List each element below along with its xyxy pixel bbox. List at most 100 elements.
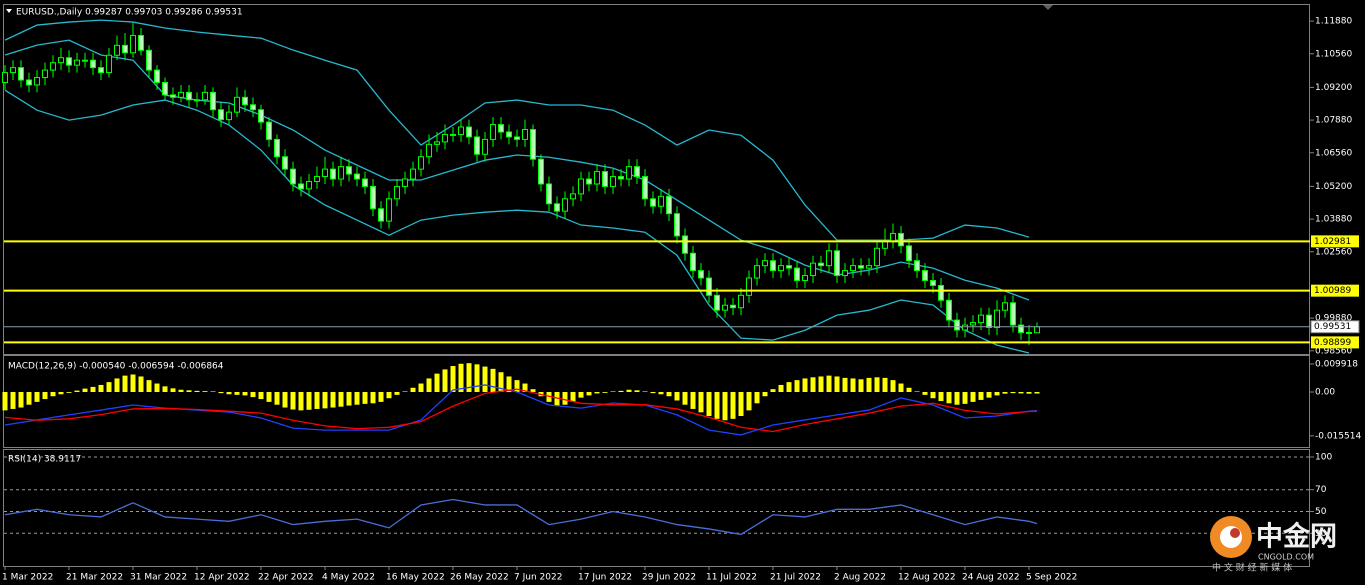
candle-body (186, 91, 192, 101)
candle-body (962, 324, 968, 331)
candle-body (58, 57, 64, 64)
x-tick-label: 12 Apr 2022 (194, 573, 250, 583)
histogram-bar (602, 391, 608, 393)
histogram-bar (610, 391, 616, 392)
candle-body (1026, 331, 1032, 334)
x-tick-label: 12 Aug 2022 (898, 573, 956, 583)
histogram-bar (882, 377, 888, 392)
histogram-bar (106, 382, 112, 392)
candle-body (618, 176, 624, 180)
candle-body (634, 166, 640, 178)
candle-body (146, 49, 152, 71)
candle-body (1002, 302, 1008, 311)
histogram-bar (58, 391, 64, 395)
candle-body (466, 126, 472, 138)
histogram-bar (338, 391, 344, 407)
shift-marker (1043, 5, 1053, 10)
candle-body (794, 267, 800, 281)
level-label: 1.00989 (1314, 286, 1351, 296)
histogram-bar (522, 383, 528, 392)
histogram-bar (1026, 391, 1032, 394)
candle-body (890, 232, 896, 242)
histogram-bar (250, 391, 256, 398)
candle-body (226, 111, 232, 121)
candle-body (250, 104, 256, 111)
histogram-bar (674, 391, 680, 401)
candle-body (482, 138, 488, 155)
candle-body (650, 198, 656, 207)
histogram-bar (770, 389, 776, 392)
histogram-bar (178, 389, 184, 392)
candle-body (458, 126, 464, 135)
histogram-bar (354, 391, 360, 405)
y-tick-label: 1.10560 (1315, 49, 1352, 59)
x-tick-label: 21 Jul 2022 (770, 573, 821, 583)
candle-body (506, 131, 512, 138)
histogram-bar (714, 391, 720, 419)
logo-dot (1230, 528, 1240, 538)
histogram-bar (234, 391, 240, 395)
histogram-bar (442, 369, 448, 392)
histogram-bar (394, 391, 400, 395)
series-line (4, 388, 1038, 433)
candle-body (866, 265, 872, 269)
histogram-bar (826, 375, 832, 392)
histogram-bar (370, 391, 376, 404)
main-header: EURUSD.,Daily 0.99287 0.99703 0.99286 0.… (16, 8, 243, 18)
candle-body (154, 69, 160, 83)
histogram-bar (794, 380, 800, 392)
candle-body (242, 96, 248, 106)
histogram-bar (1018, 391, 1024, 394)
candle-body (762, 260, 768, 267)
histogram-bar (754, 391, 760, 404)
y-tick-label: 0.98560 (1315, 346, 1352, 356)
histogram-bar (434, 373, 440, 392)
candle-body (234, 96, 240, 113)
histogram-bar (274, 391, 280, 405)
histogram-bar (458, 363, 464, 392)
histogram-bar (346, 391, 352, 406)
candle-body (954, 319, 960, 331)
series-line (4, 89, 1030, 354)
candle-body (642, 176, 648, 200)
candle-body (122, 44, 128, 54)
histogram-bar (762, 391, 768, 397)
candle-body (842, 270, 848, 277)
y-tick-label: 1.06560 (1315, 148, 1352, 158)
candle-body (746, 277, 752, 296)
histogram-bar (90, 386, 96, 392)
menu-triangle[interactable] (6, 9, 12, 13)
candle-body (2, 72, 8, 83)
candle-body (586, 178, 592, 185)
histogram-bar (74, 390, 80, 392)
candle-body (698, 270, 704, 279)
histogram-bar (418, 383, 424, 392)
histogram-bar (706, 391, 712, 416)
candle-body (386, 198, 392, 222)
candle-body (418, 156, 424, 170)
histogram-bar (586, 391, 592, 396)
candle-body (26, 79, 32, 86)
histogram-bar (194, 390, 200, 392)
histogram-bar (266, 391, 272, 402)
candle-body (946, 299, 952, 321)
candle-body (178, 91, 184, 98)
histogram-bar (922, 391, 928, 395)
histogram-bar (898, 383, 904, 392)
candle-body (90, 59, 96, 69)
histogram-bar (42, 391, 48, 400)
histogram-bar (786, 382, 792, 392)
histogram-bar (946, 391, 952, 404)
candle-body (938, 284, 944, 301)
macd-header: MACD(12,26,9) -0.000540 -0.006594 -0.006… (8, 362, 224, 372)
candle-body (802, 275, 808, 281)
histogram-bar (466, 363, 472, 392)
histogram-bar (314, 391, 320, 409)
candle-body (970, 322, 976, 326)
candle-body (722, 304, 728, 311)
histogram-bar (50, 391, 56, 397)
candle-body (106, 54, 112, 74)
candle-body (786, 265, 792, 269)
main-panel (3, 4, 1310, 355)
histogram-bar (298, 391, 304, 411)
